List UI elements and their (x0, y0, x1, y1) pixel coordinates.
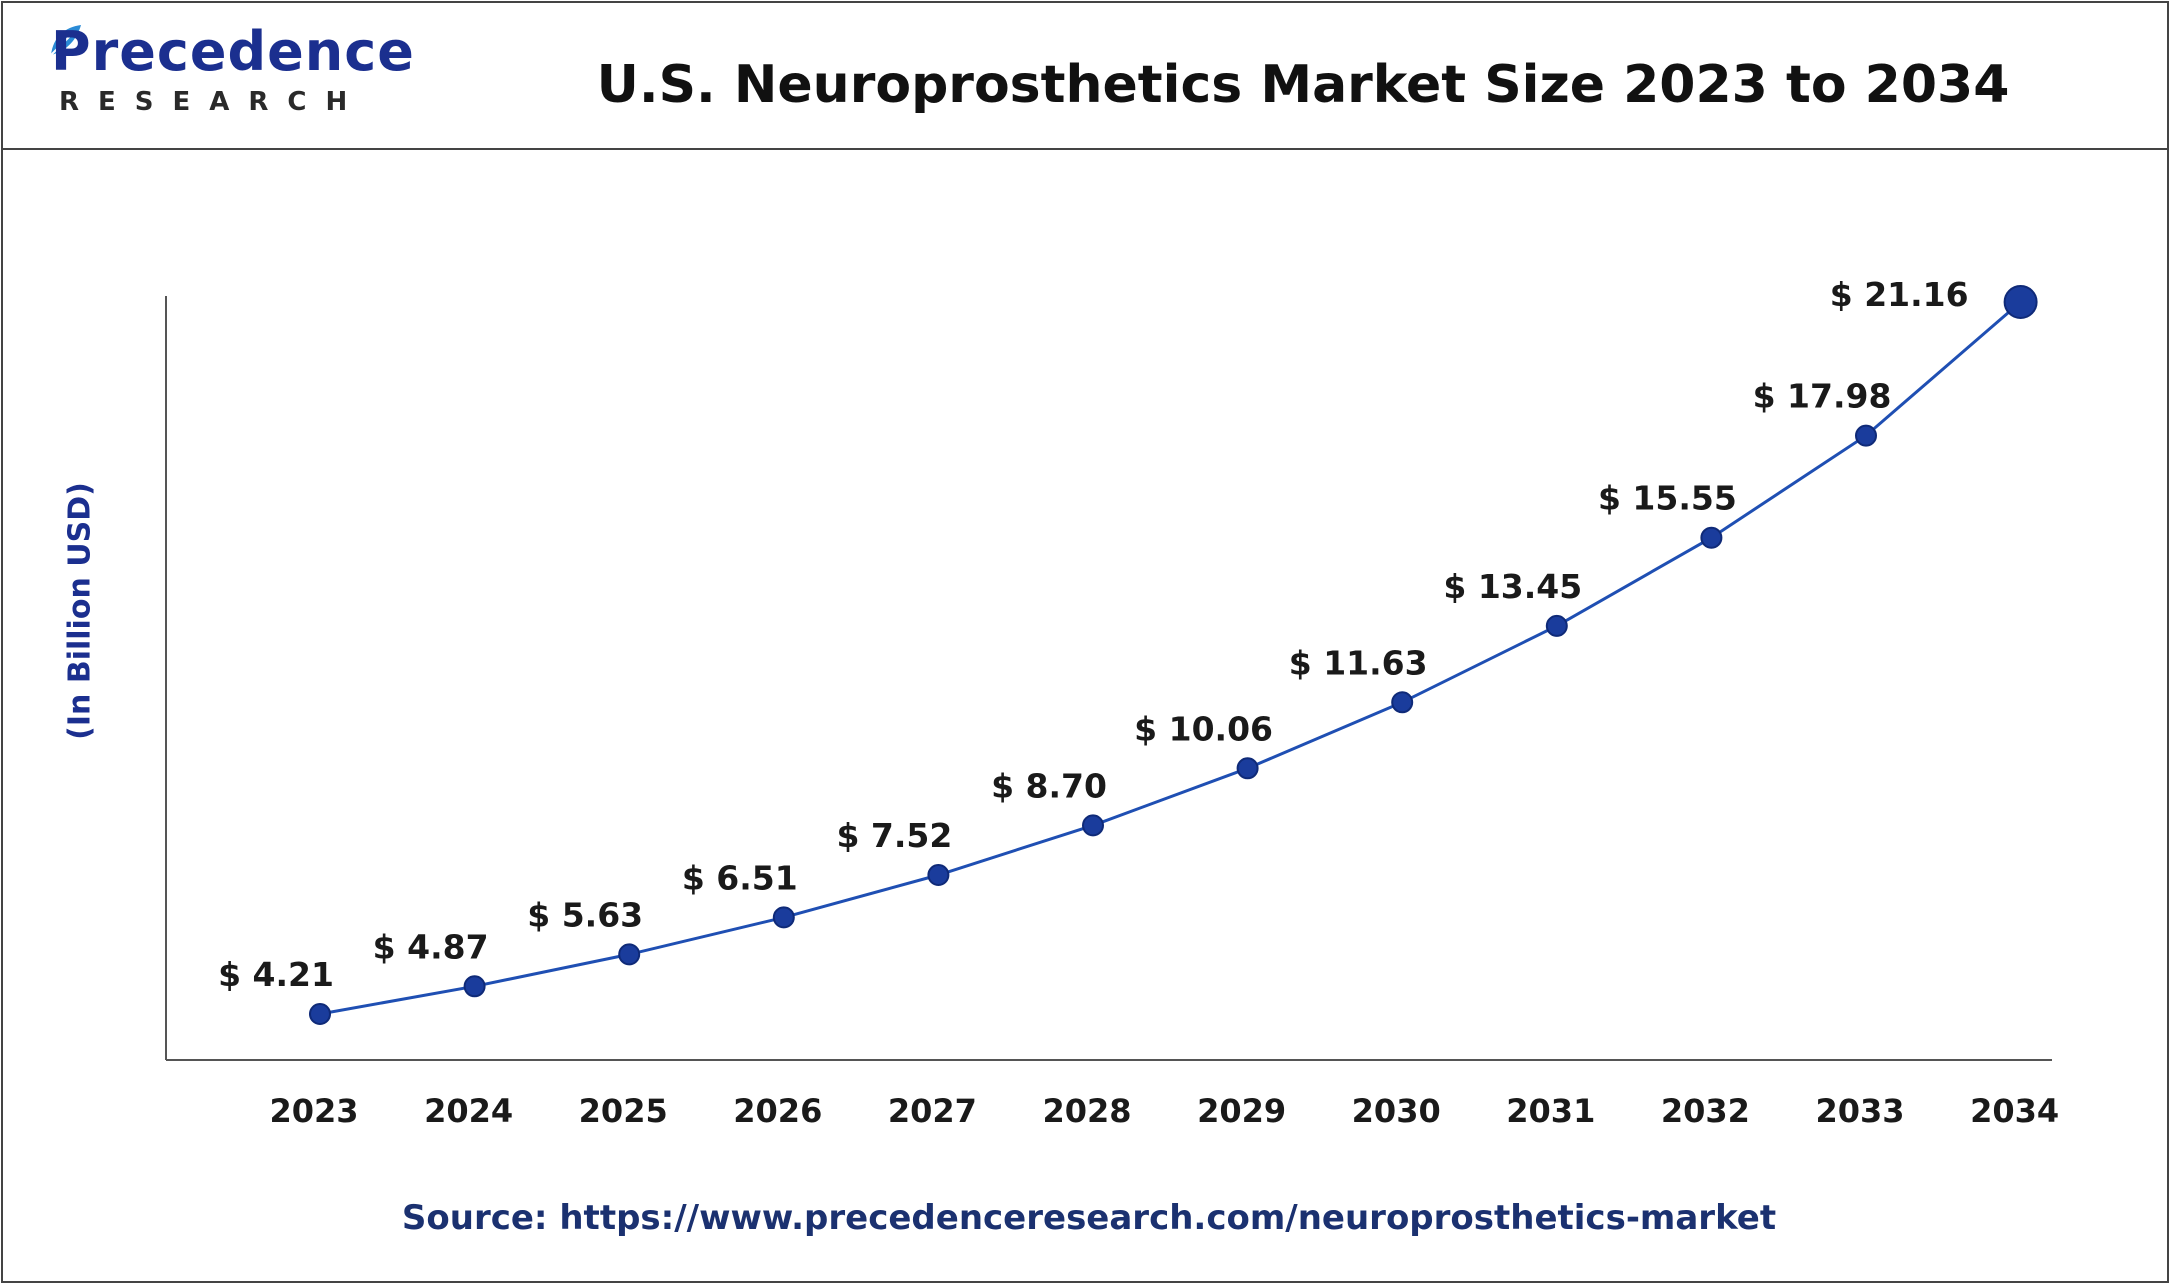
x-tick-label-2025: 2025 (579, 1092, 668, 1130)
x-tick-label-2023: 2023 (269, 1092, 358, 1130)
data-point-2027 (927, 864, 950, 886)
data-point-2032 (1700, 526, 1723, 549)
data-label-2027: $ 7.52 (836, 816, 952, 855)
x-tick-label-2032: 2032 (1661, 1092, 1750, 1130)
data-point-2023 (309, 1003, 331, 1025)
data-label-2034: $ 21.16 (1830, 275, 1969, 314)
series-layer (309, 285, 2038, 1025)
data-label-2026: $ 6.51 (682, 858, 798, 897)
data-point-2031 (1545, 614, 1568, 637)
data-point-2025 (618, 943, 641, 966)
data-label-2025: $ 5.63 (527, 895, 643, 934)
source-note: Source: https://www.precedenceresearch.c… (401, 1198, 1777, 1238)
data-point-2029 (1236, 757, 1259, 780)
x-tick-label-2026: 2026 (733, 1092, 822, 1130)
x-tick-label-2024: 2024 (424, 1092, 513, 1130)
data-label-2024: $ 4.87 (373, 927, 489, 966)
data-label-2030: $ 11.63 (1289, 643, 1428, 682)
x-tick-label-2034: 2034 (1970, 1092, 2059, 1130)
data-point-2033 (1855, 424, 1877, 447)
x-tick-label-2033: 2033 (1815, 1092, 1904, 1130)
data-point-2030 (1391, 691, 1414, 714)
leaf-icon (50, 25, 81, 56)
data-label-layer: $ 4.21 $ 4.87 $ 5.63 $ 6.51 $ 7.52 $ 8.70 $ 10… (218, 275, 1969, 994)
logo-wordmark: Precedence (51, 20, 415, 83)
x-tick-label-2029: 2029 (1197, 1092, 1286, 1130)
data-point-2034 (2003, 285, 2038, 319)
chart-title: U.S. Neuroprosthetics Market Size 2023 t… (596, 55, 2010, 115)
data-point-2028 (1082, 814, 1104, 837)
data-label-2028: $ 8.70 (991, 766, 1107, 805)
x-tick-label-2030: 2030 (1352, 1092, 1441, 1130)
data-label-2029: $ 10.06 (1134, 709, 1273, 748)
x-tick-label-2031: 2031 (1506, 1092, 1595, 1130)
x-tick-label-2027: 2027 (888, 1092, 977, 1130)
data-point-2026 (772, 906, 795, 929)
x-tick-label-2028: 2028 (1042, 1092, 1131, 1130)
logo-subtitle: RESEARCH (59, 87, 367, 117)
series-line (319, 300, 2022, 1016)
data-label-2033: $ 17.98 (1753, 377, 1892, 416)
data-label-2023: $ 4.21 (218, 955, 334, 994)
header-bar: Precedence RESEARCH U.S. Neuroprosthetic… (3, 3, 2167, 150)
data-label-2031: $ 13.45 (1443, 567, 1582, 606)
x-tick-layer: 2023 2024 2025 2026 2027 2028 2029 2030 2031 2032… (269, 1092, 2059, 1130)
brand-logo: Precedence RESEARCH (50, 25, 414, 125)
data-label-2032: $ 15.55 (1598, 479, 1737, 518)
data-point-2024 (463, 975, 486, 998)
